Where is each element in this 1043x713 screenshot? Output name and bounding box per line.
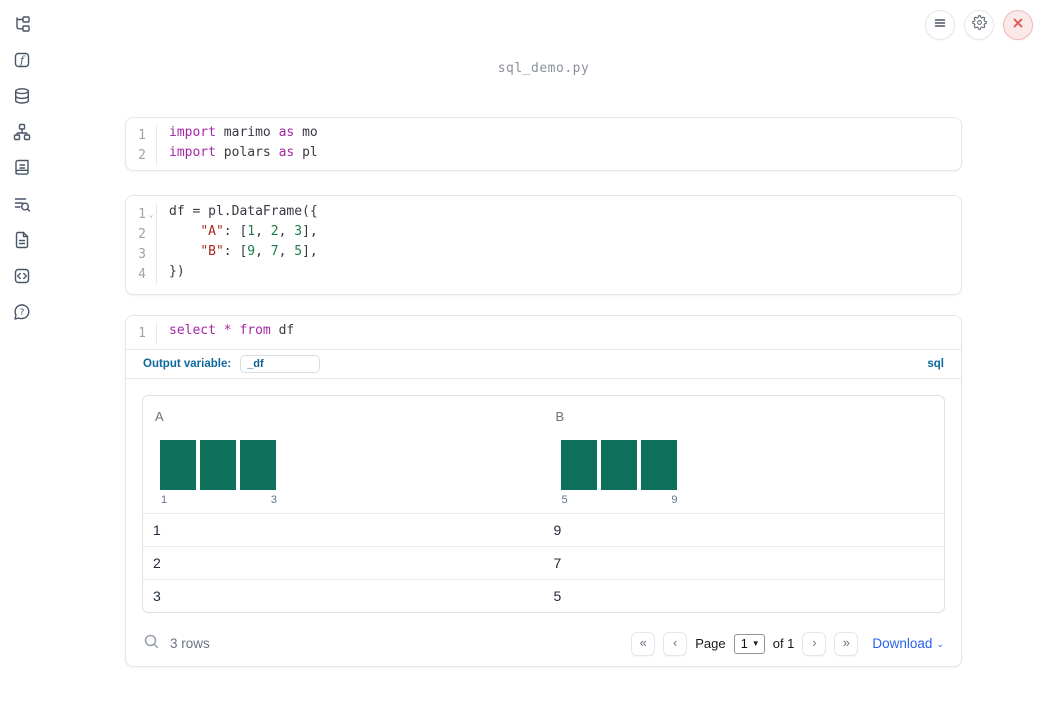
histogram-bar (240, 440, 276, 490)
search-icon[interactable] (143, 633, 160, 655)
hamburger-icon (933, 16, 947, 35)
menu-button[interactable] (925, 10, 955, 40)
table-cell: 9 (553, 522, 562, 538)
row-count: 3 rows (170, 636, 210, 651)
table-footer: 3 rows « ‹ Page 1 ▼ of 1 › » Download ⌄ (126, 621, 961, 666)
of-label: of 1 (772, 636, 795, 651)
code-editor[interactable]: 1 ⌄ df = pl.DataFrame({2 "A": [1, 2, 3], 3 … (126, 204, 961, 284)
code-line: 4}) (126, 264, 961, 284)
code-editor[interactable]: 1 import marimo as mo 2 import polars as pl (126, 125, 961, 165)
code-line: 1 ⌄ df = pl.DataFrame({ (126, 204, 961, 224)
sql-editor[interactable]: 1 select * from df (126, 316, 961, 350)
helper-panel-sidebar: f? (0, 0, 44, 713)
fold-caret-icon[interactable]: ⌄ (148, 209, 154, 219)
code-line: 1 select * from df (126, 323, 961, 343)
histogram-bar (560, 440, 597, 490)
column-name[interactable]: B (555, 409, 565, 424)
gear-icon (971, 15, 987, 35)
snippets-icon[interactable] (13, 267, 31, 285)
code-line: 2 "A": [1, 2, 3], (126, 224, 961, 244)
last-page-button[interactable]: » (834, 631, 859, 656)
code-cell-dataframe[interactable]: 1 ⌄ df = pl.DataFrame({2 "A": [1, 2, 3], 3 … (125, 195, 962, 295)
file-explorer-icon[interactable] (13, 15, 31, 33)
line-number-gutter: 2 (138, 226, 146, 242)
pagination: « ‹ Page 1 ▼ of 1 › » (631, 631, 859, 656)
shutdown-button[interactable] (1003, 10, 1033, 40)
table-cell: 1 (153, 522, 161, 538)
chevron-down-icon: ⌄ (936, 639, 944, 649)
output-variable-label: Output variable: (143, 358, 232, 370)
page-select[interactable]: 1 ▼ (733, 633, 765, 654)
first-page-button[interactable]: « (631, 631, 656, 656)
line-number-gutter: 2 (138, 147, 146, 163)
notebook-actions (925, 10, 1033, 40)
code-line: 3 "B": [9, 7, 5], (126, 244, 961, 264)
table-cell: 5 (553, 588, 562, 604)
settings-button[interactable] (964, 10, 994, 40)
histogram-bar (160, 440, 196, 490)
line-number-gutter: 1 (138, 127, 146, 143)
histogram-bar (200, 440, 236, 490)
svg-text:f: f (19, 54, 26, 67)
logs-icon[interactable] (13, 159, 31, 177)
close-icon (1012, 16, 1024, 34)
data-sources-icon[interactable] (13, 87, 31, 105)
notebook-filename: sql_demo.py (497, 61, 590, 76)
code-cell-imports[interactable]: 1 import marimo as mo 2 import polars as pl (125, 117, 962, 171)
language-badge: sql (927, 358, 944, 370)
histogram-bar (640, 440, 677, 490)
line-number-gutter: 3 (138, 246, 146, 262)
line-number-gutter: 1 ⌄ (126, 204, 156, 224)
sql-cell-toolbar: Output variable: sql (126, 350, 961, 379)
output-variable-input[interactable] (240, 355, 321, 373)
line-number-gutter: 4 (138, 266, 146, 282)
variables-icon[interactable]: f (13, 51, 31, 69)
select-caret-icon: ▼ (751, 639, 760, 648)
line-number-gutter: 1 (138, 325, 146, 341)
table-cell: 3 (153, 588, 161, 604)
histogram-bar (600, 440, 637, 490)
next-page-button[interactable]: › (802, 631, 827, 656)
dependency-graph-icon[interactable] (13, 123, 31, 141)
code-line: 1 import marimo as mo (126, 125, 961, 145)
documentation-icon[interactable] (13, 231, 31, 249)
table-cell: 2 (153, 555, 161, 571)
prev-page-button[interactable]: ‹ (663, 631, 688, 656)
table-cell: 7 (553, 555, 562, 571)
code-line: 2 import polars as pl (126, 145, 961, 165)
page-select-value: 1 (740, 636, 748, 651)
page-label: Page (695, 636, 726, 651)
table-of-contents-icon[interactable] (13, 195, 31, 213)
download-button[interactable]: Download ⌄ (872, 636, 944, 651)
download-label: Download (872, 636, 933, 651)
help-icon[interactable]: ? (13, 303, 31, 321)
column-name[interactable]: A (155, 409, 164, 424)
svg-text:?: ? (20, 308, 25, 318)
